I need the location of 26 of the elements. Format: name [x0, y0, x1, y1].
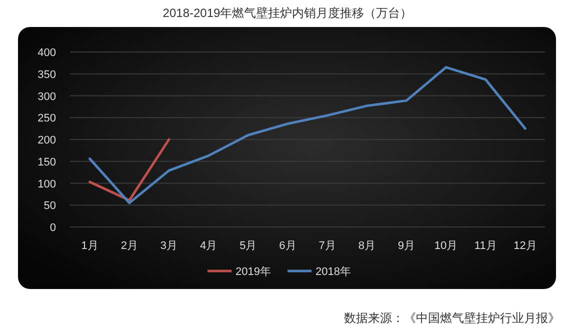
y-tick-label: 50 [44, 200, 56, 212]
y-tick-label: 300 [38, 90, 56, 103]
x-tick-label: 7月 [318, 240, 336, 252]
legend-label: 2019年 [236, 266, 271, 278]
x-tick-label: 8月 [358, 240, 376, 252]
y-tick-label: 200 [38, 134, 56, 146]
y-tick-label: 150 [38, 156, 56, 168]
x-tick-label: 10月 [434, 240, 458, 252]
y-tick-label: 250 [38, 112, 56, 125]
source-note: 数据来源：《中国燃气壁挂炉行业月报》 [344, 311, 560, 325]
y-tick-label: 100 [38, 178, 56, 190]
x-tick-label: 1月 [81, 240, 98, 252]
x-tick-label: 9月 [398, 240, 416, 252]
x-tick-label: 2月 [120, 240, 138, 252]
x-tick-label: 3月 [160, 240, 178, 252]
x-tick-label: 4月 [200, 240, 218, 252]
y-tick-label: 0 [50, 222, 56, 234]
x-tick-label: 12月 [514, 240, 537, 252]
y-tick-label: 350 [38, 68, 56, 81]
line-series [88, 66, 526, 204]
x-tick-label: 11月 [474, 240, 497, 252]
x-tick-label: 6月 [279, 240, 296, 252]
x-tick-label: 5月 [240, 240, 257, 252]
legend-label: 2018年 [316, 266, 351, 278]
chart-title: 2018-2019年燃气壁挂炉内销月度推移（万台） [162, 6, 412, 20]
y-tick-label: 400 [38, 47, 56, 59]
